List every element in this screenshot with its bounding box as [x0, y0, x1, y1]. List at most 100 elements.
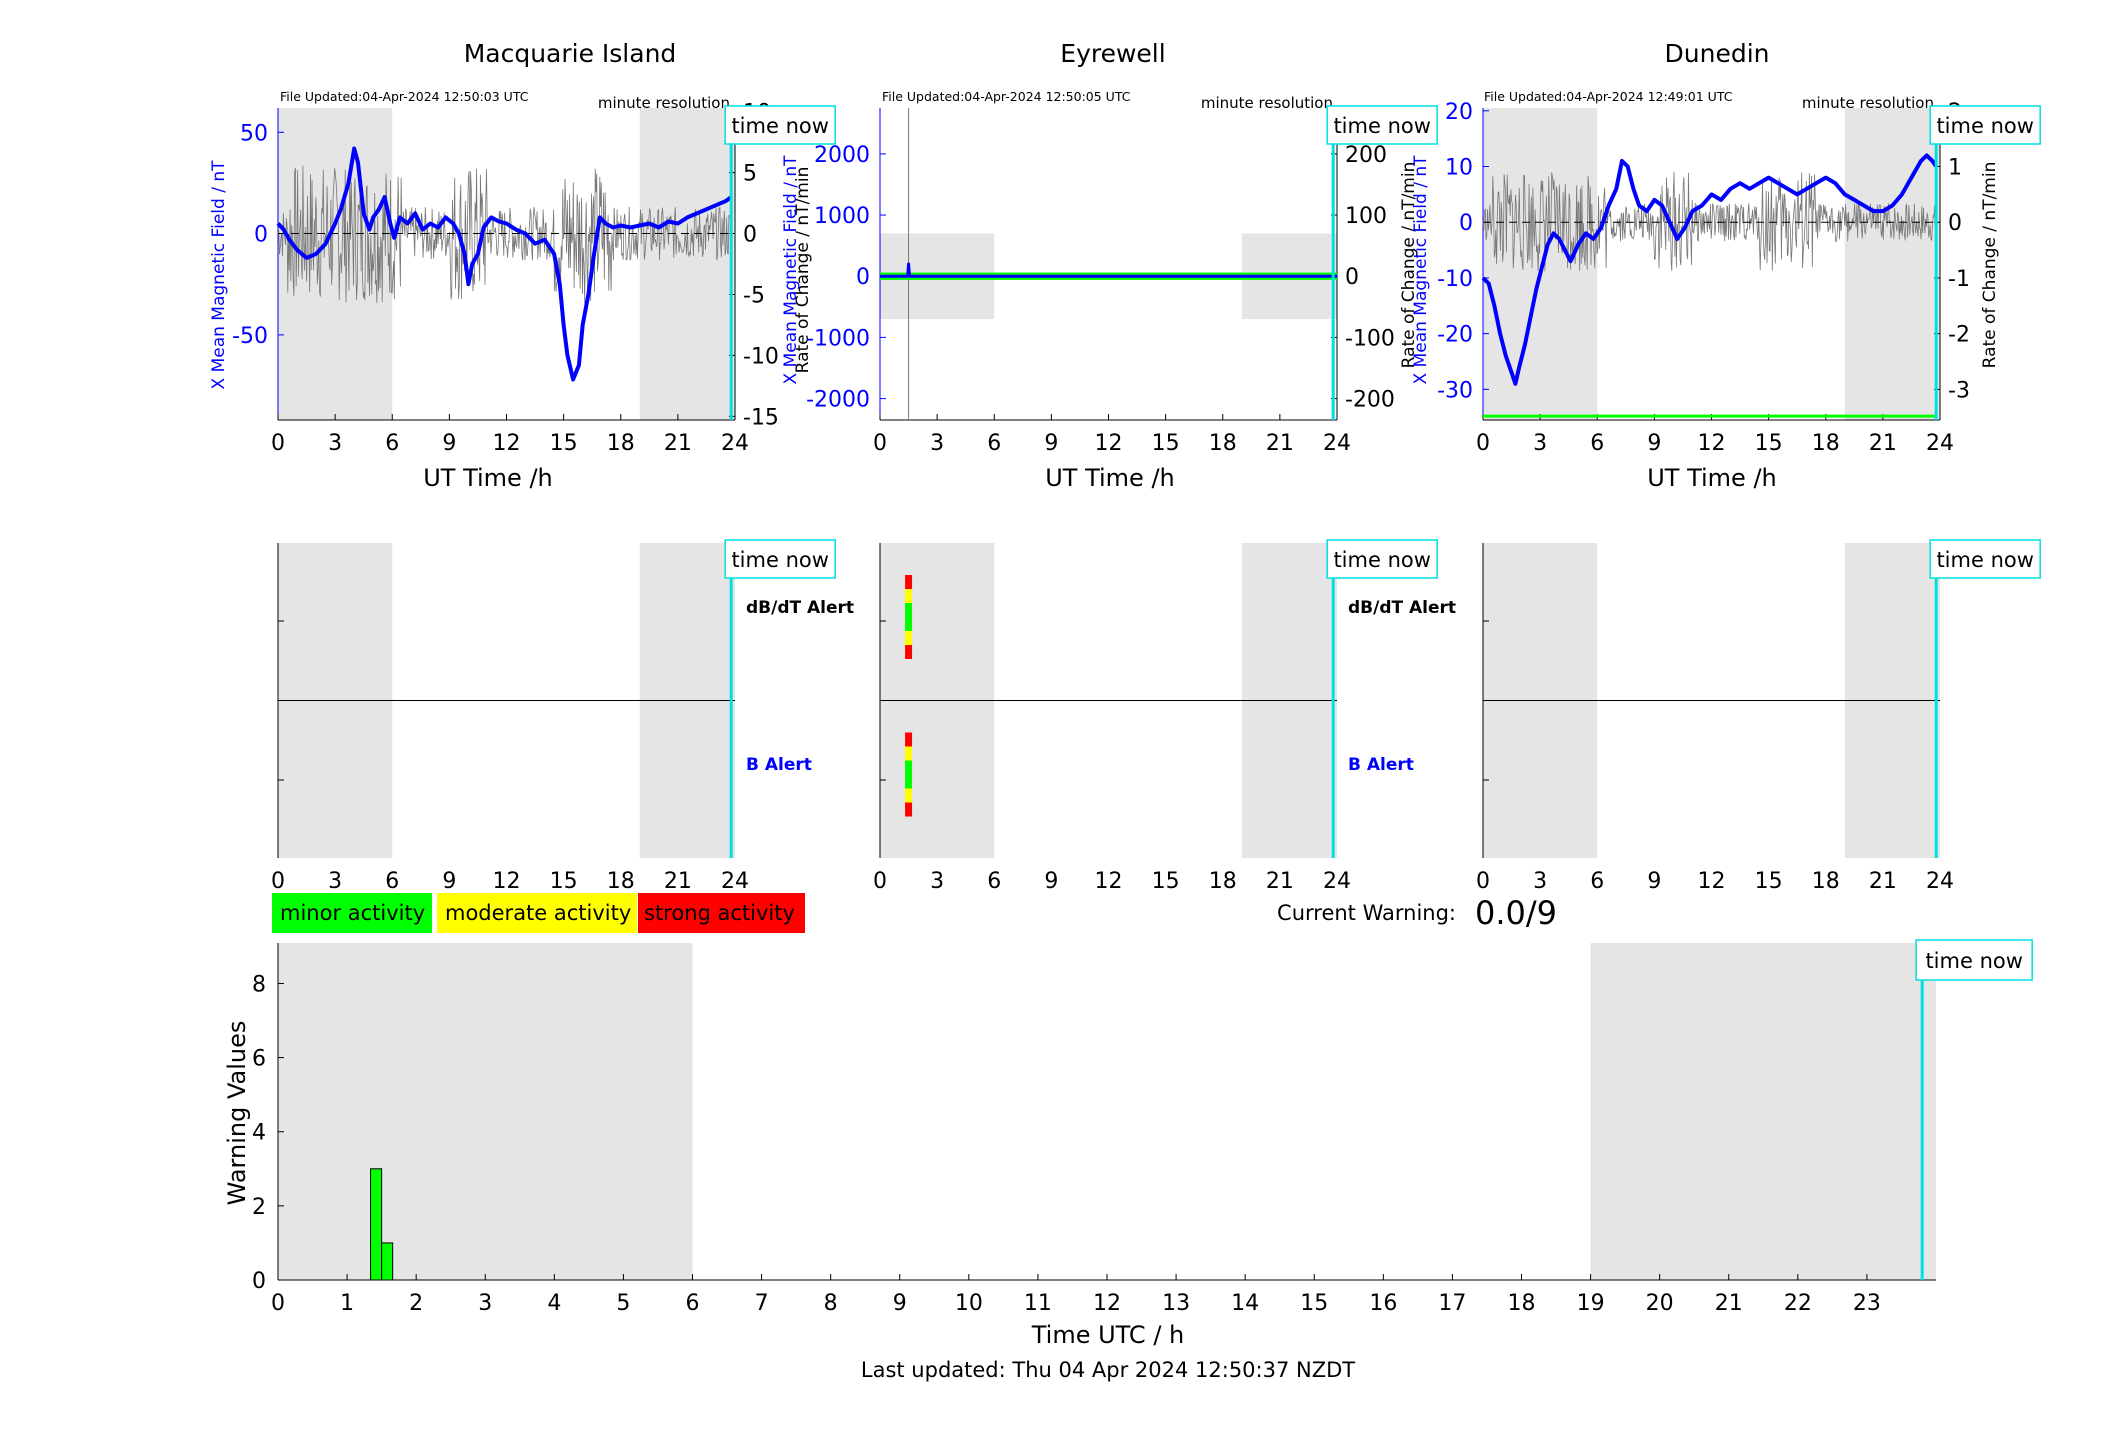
x-tick-label: 12 [1698, 431, 1726, 456]
left-y-tick-label: -10 [1437, 267, 1473, 292]
plot-area: 20100-10-20-30210-1-2-303691215182124tim… [1437, 100, 2041, 456]
left-y-tick-label: 0 [856, 265, 870, 290]
right-y-tick-label: -5 [743, 283, 765, 308]
moderate-activity-label: moderate activity [445, 901, 631, 925]
minor-activity-label: minor activity [280, 901, 425, 925]
x-tick-label: 0 [271, 431, 285, 456]
x-tick-label: 21 [1869, 431, 1897, 456]
field-series-line [1481, 153, 1938, 386]
dunedin-alert-panel: 0 3 6 9 12 15 18 21 24 time now [1476, 539, 2041, 894]
x-tick-label: 3 [478, 1291, 492, 1316]
x-tick-label: 0 [1476, 431, 1490, 456]
dunedin-field-plot: Dunedin File Updated:04-Apr-2024 12:49:0… [1411, 39, 2041, 492]
x-tick-label: 4 [547, 1291, 561, 1316]
left-y-tick-label: -1000 [806, 326, 870, 351]
x-tick-label: 3 [930, 431, 944, 456]
x-tick-label: 0 [873, 869, 887, 894]
x-tick-label: 0 [271, 869, 285, 894]
right-y-tick-label: 100 [1345, 204, 1387, 229]
alert-marker-segment [905, 631, 913, 645]
left-y-tick-label: 10 [1445, 156, 1473, 181]
alert-marker-segment [905, 746, 913, 761]
time-now-box [724, 539, 836, 579]
x-tick-label: 18 [607, 869, 635, 894]
file-updated-text: File Updated:04-Apr-2024 12:50:05 UTC [882, 89, 1131, 104]
left-y-tick-label: -20 [1437, 323, 1473, 348]
time-now-label: time now [731, 114, 828, 138]
x-tick-label: 24 [1926, 431, 1954, 456]
x-tick-label: 17 [1438, 1291, 1466, 1316]
right-y-tick-label: -3 [1948, 378, 1970, 403]
left-y-tick-label: 50 [240, 121, 268, 146]
alert-marker-segment [905, 788, 913, 803]
x-tick-label: 14 [1231, 1291, 1259, 1316]
time-now-box [1929, 539, 2041, 579]
x-tick-label: 0 [271, 1291, 285, 1316]
rate-of-change-line [277, 165, 732, 304]
x-tick-label: 2 [409, 1291, 423, 1316]
x-tick-label: 21 [1266, 431, 1294, 456]
alert-marker-segment [905, 603, 913, 617]
x-tick-label: 12 [493, 431, 521, 456]
x-tick-label: 12 [1095, 431, 1123, 456]
x-tick-label: 24 [1323, 431, 1351, 456]
x-tick-label: 15 [1755, 431, 1783, 456]
left-y-axis-label: X Mean Magnetic Field / nT [1411, 155, 1431, 385]
b-alert-label: B Alert [1348, 755, 1414, 775]
alert-marker-segment [905, 760, 913, 775]
right-y-tick-label: 0 [743, 223, 757, 248]
night-shading [278, 943, 693, 1280]
moderate-activity-swatch [437, 893, 637, 933]
x-tick-label: 15 [1152, 869, 1180, 894]
night-shading [639, 108, 735, 420]
x-tick-label: 9 [1044, 431, 1058, 456]
right-y-axis-label: Rate of Change / nT/min [793, 167, 813, 374]
eyrewell-alert-panel: 0 3 6 9 12 15 18 21 24 time now dB/dT Alert B Ale… [873, 539, 1456, 894]
x-tick-label: 21 [664, 869, 692, 894]
strong-activity-label: strong activity [644, 901, 795, 925]
time-now-box [1326, 539, 1438, 579]
panel-title: Macquarie Island [464, 39, 677, 68]
x-tick-label: 21 [1266, 869, 1294, 894]
field-series-line [276, 146, 733, 382]
alert-plot-area: 0 3 6 9 12 15 18 21 24 time now [1476, 539, 2041, 894]
left-y-tick-label: -2000 [806, 388, 870, 413]
y-tick-label: 2 [252, 1195, 266, 1220]
time-now-box [724, 105, 836, 145]
x-tick-label: 9 [1647, 431, 1661, 456]
x-tick-label: 24 [721, 431, 749, 456]
x-tick-label: 21 [1869, 869, 1897, 894]
right-y-tick-label: -100 [1345, 326, 1395, 351]
x-tick-label: 6 [385, 431, 399, 456]
field-series-line [880, 262, 1337, 278]
minor-activity-swatch [272, 893, 432, 933]
right-y-tick-label: -200 [1345, 388, 1395, 413]
x-tick-label: 3 [328, 869, 342, 894]
x-tick-label: 21 [664, 431, 692, 456]
x-tick-label: 18 [1209, 431, 1237, 456]
alert-marker-segment [905, 802, 913, 817]
left-y-tick-label: -30 [1437, 378, 1473, 403]
db-alert-label: dB/dT Alert [746, 598, 854, 618]
x-tick-label: 10 [955, 1291, 983, 1316]
left-y-tick-label: 20 [1445, 100, 1473, 125]
x-tick-label: 19 [1577, 1291, 1605, 1316]
x-tick-label: 12 [493, 869, 521, 894]
x-tick-label: 6 [987, 869, 1001, 894]
y-tick-label: 0 [252, 1269, 266, 1294]
current-warning-label: Current Warning: [1277, 901, 1456, 925]
right-y-tick-label: 1 [1948, 156, 1962, 181]
x-tick-label: 15 [1300, 1291, 1328, 1316]
activity-legend: minor activity moderate activity strong … [272, 893, 805, 933]
y-tick-label: 8 [252, 972, 266, 997]
night-shading [1483, 108, 1598, 420]
warning-bar [370, 1168, 383, 1281]
alert-plot-area: 0 3 6 9 12 15 18 21 24 time now [271, 539, 836, 894]
x-tick-label: 18 [1812, 869, 1840, 894]
right-y-axis-label: Rate of Change / nT/min [1980, 162, 2000, 369]
left-y-tick-label: -50 [232, 324, 268, 349]
x-tick-label: 3 [1533, 431, 1547, 456]
